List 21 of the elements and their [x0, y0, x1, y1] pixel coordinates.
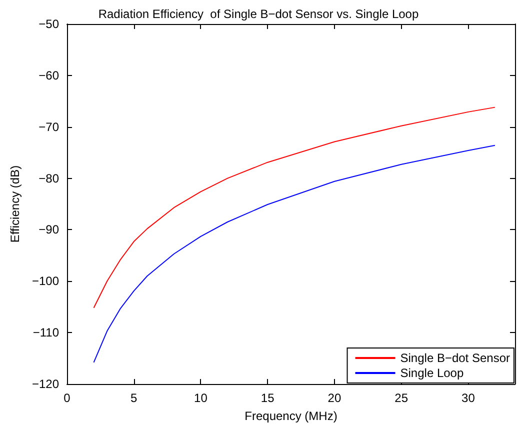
legend-label: Single B−dot Sensor	[400, 351, 510, 365]
x-tick-label: 30	[462, 391, 476, 405]
x-tick-label: 0	[64, 391, 71, 405]
legend-label: Single Loop	[400, 366, 464, 380]
y-tick-label: −70	[38, 120, 60, 134]
y-tick-label: −60	[38, 68, 60, 82]
x-tick-label: 25	[394, 391, 408, 405]
line-series	[93, 106, 496, 308]
x-axis-title: Frequency (MHz)	[244, 409, 338, 423]
x-tick-label: 20	[328, 391, 342, 405]
y-tick-label: −50	[38, 17, 60, 31]
y-axis-title: Efficiency (dB)	[8, 165, 22, 243]
chart-title: Radiation Efficiency of Single B−dot Sensor vs. Single Loop	[98, 7, 419, 21]
x-tick-label: 10	[194, 391, 208, 405]
y-tick-label: −80	[38, 171, 60, 186]
y-tick-label: −120	[32, 377, 60, 391]
x-tick-label: 15	[260, 391, 275, 405]
y-tick-label: −90	[38, 222, 60, 237]
x-tick-label: 5	[130, 391, 138, 405]
y-tick-label: −100	[32, 274, 60, 288]
y-tick-label: −110	[32, 326, 60, 340]
